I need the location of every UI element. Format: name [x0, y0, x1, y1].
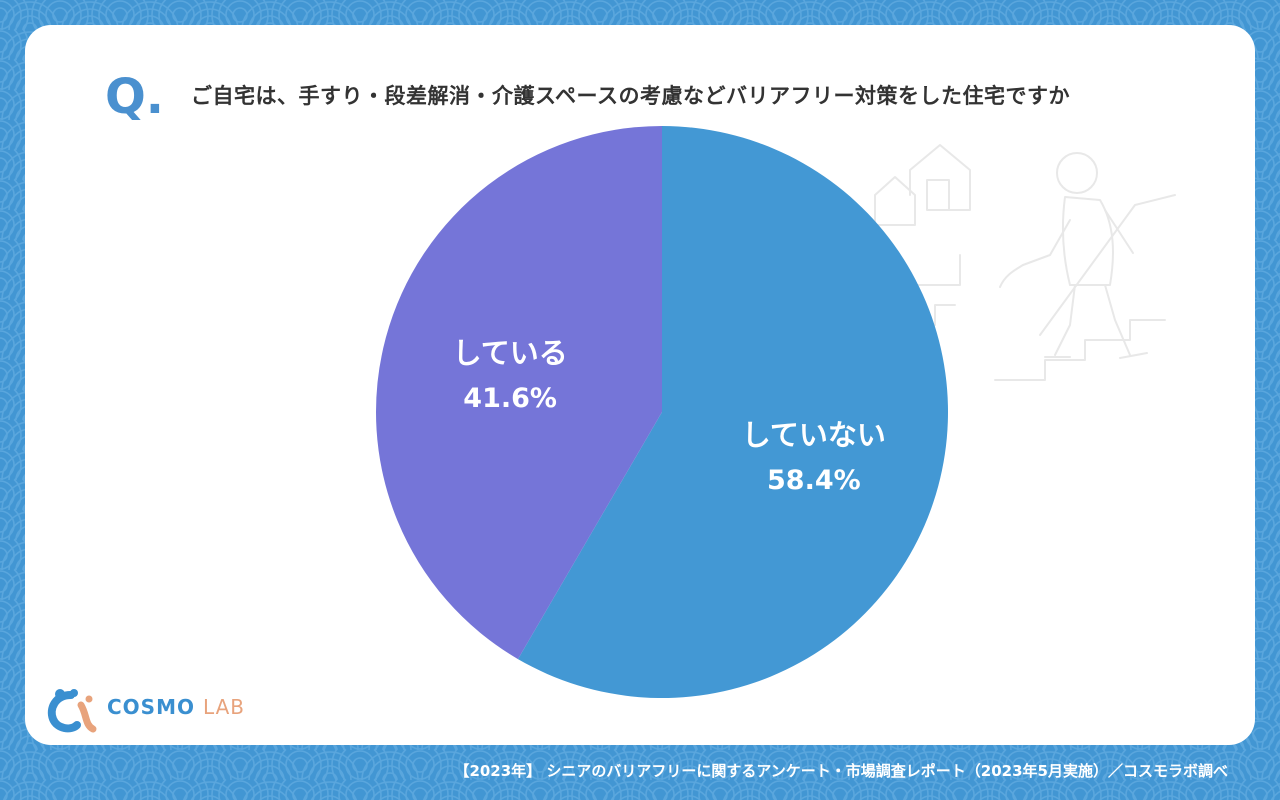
pie-slice-0	[517, 126, 948, 698]
senior-walking-illustration	[874, 144, 1176, 381]
pie-chart: していない 58.4% している 41.6%	[376, 126, 948, 698]
cosmo-lab-logo: COSMO LAB	[47, 685, 267, 735]
cosmo-lab-mascot-icon	[47, 689, 97, 733]
pie-slice-value-0: 58.4%	[767, 465, 861, 496]
content-card: Q. ご自宅は、手すり・段差解消・介護スペースの考慮などバリアフリー対策をした住…	[25, 25, 1255, 745]
pie-slice-1	[376, 126, 662, 660]
brand-name-main: COSMO	[107, 695, 195, 719]
pie-slice-label-0: していない	[742, 418, 886, 452]
pie-slice-value-1: 41.6%	[463, 383, 557, 414]
brand-name: COSMO LAB	[107, 695, 245, 719]
brand-name-suffix: LAB	[202, 695, 245, 719]
pie-slice-label-1: している	[453, 336, 568, 370]
source-caption: 【2023年】 シニアのバリアフリーに関するアンケート・市場調査レポート（202…	[454, 762, 1228, 780]
question-text: ご自宅は、手すり・段差解消・介護スペースの考慮などバリアフリー対策をした住宅です…	[191, 84, 1070, 108]
question-mark: Q.	[105, 69, 165, 125]
